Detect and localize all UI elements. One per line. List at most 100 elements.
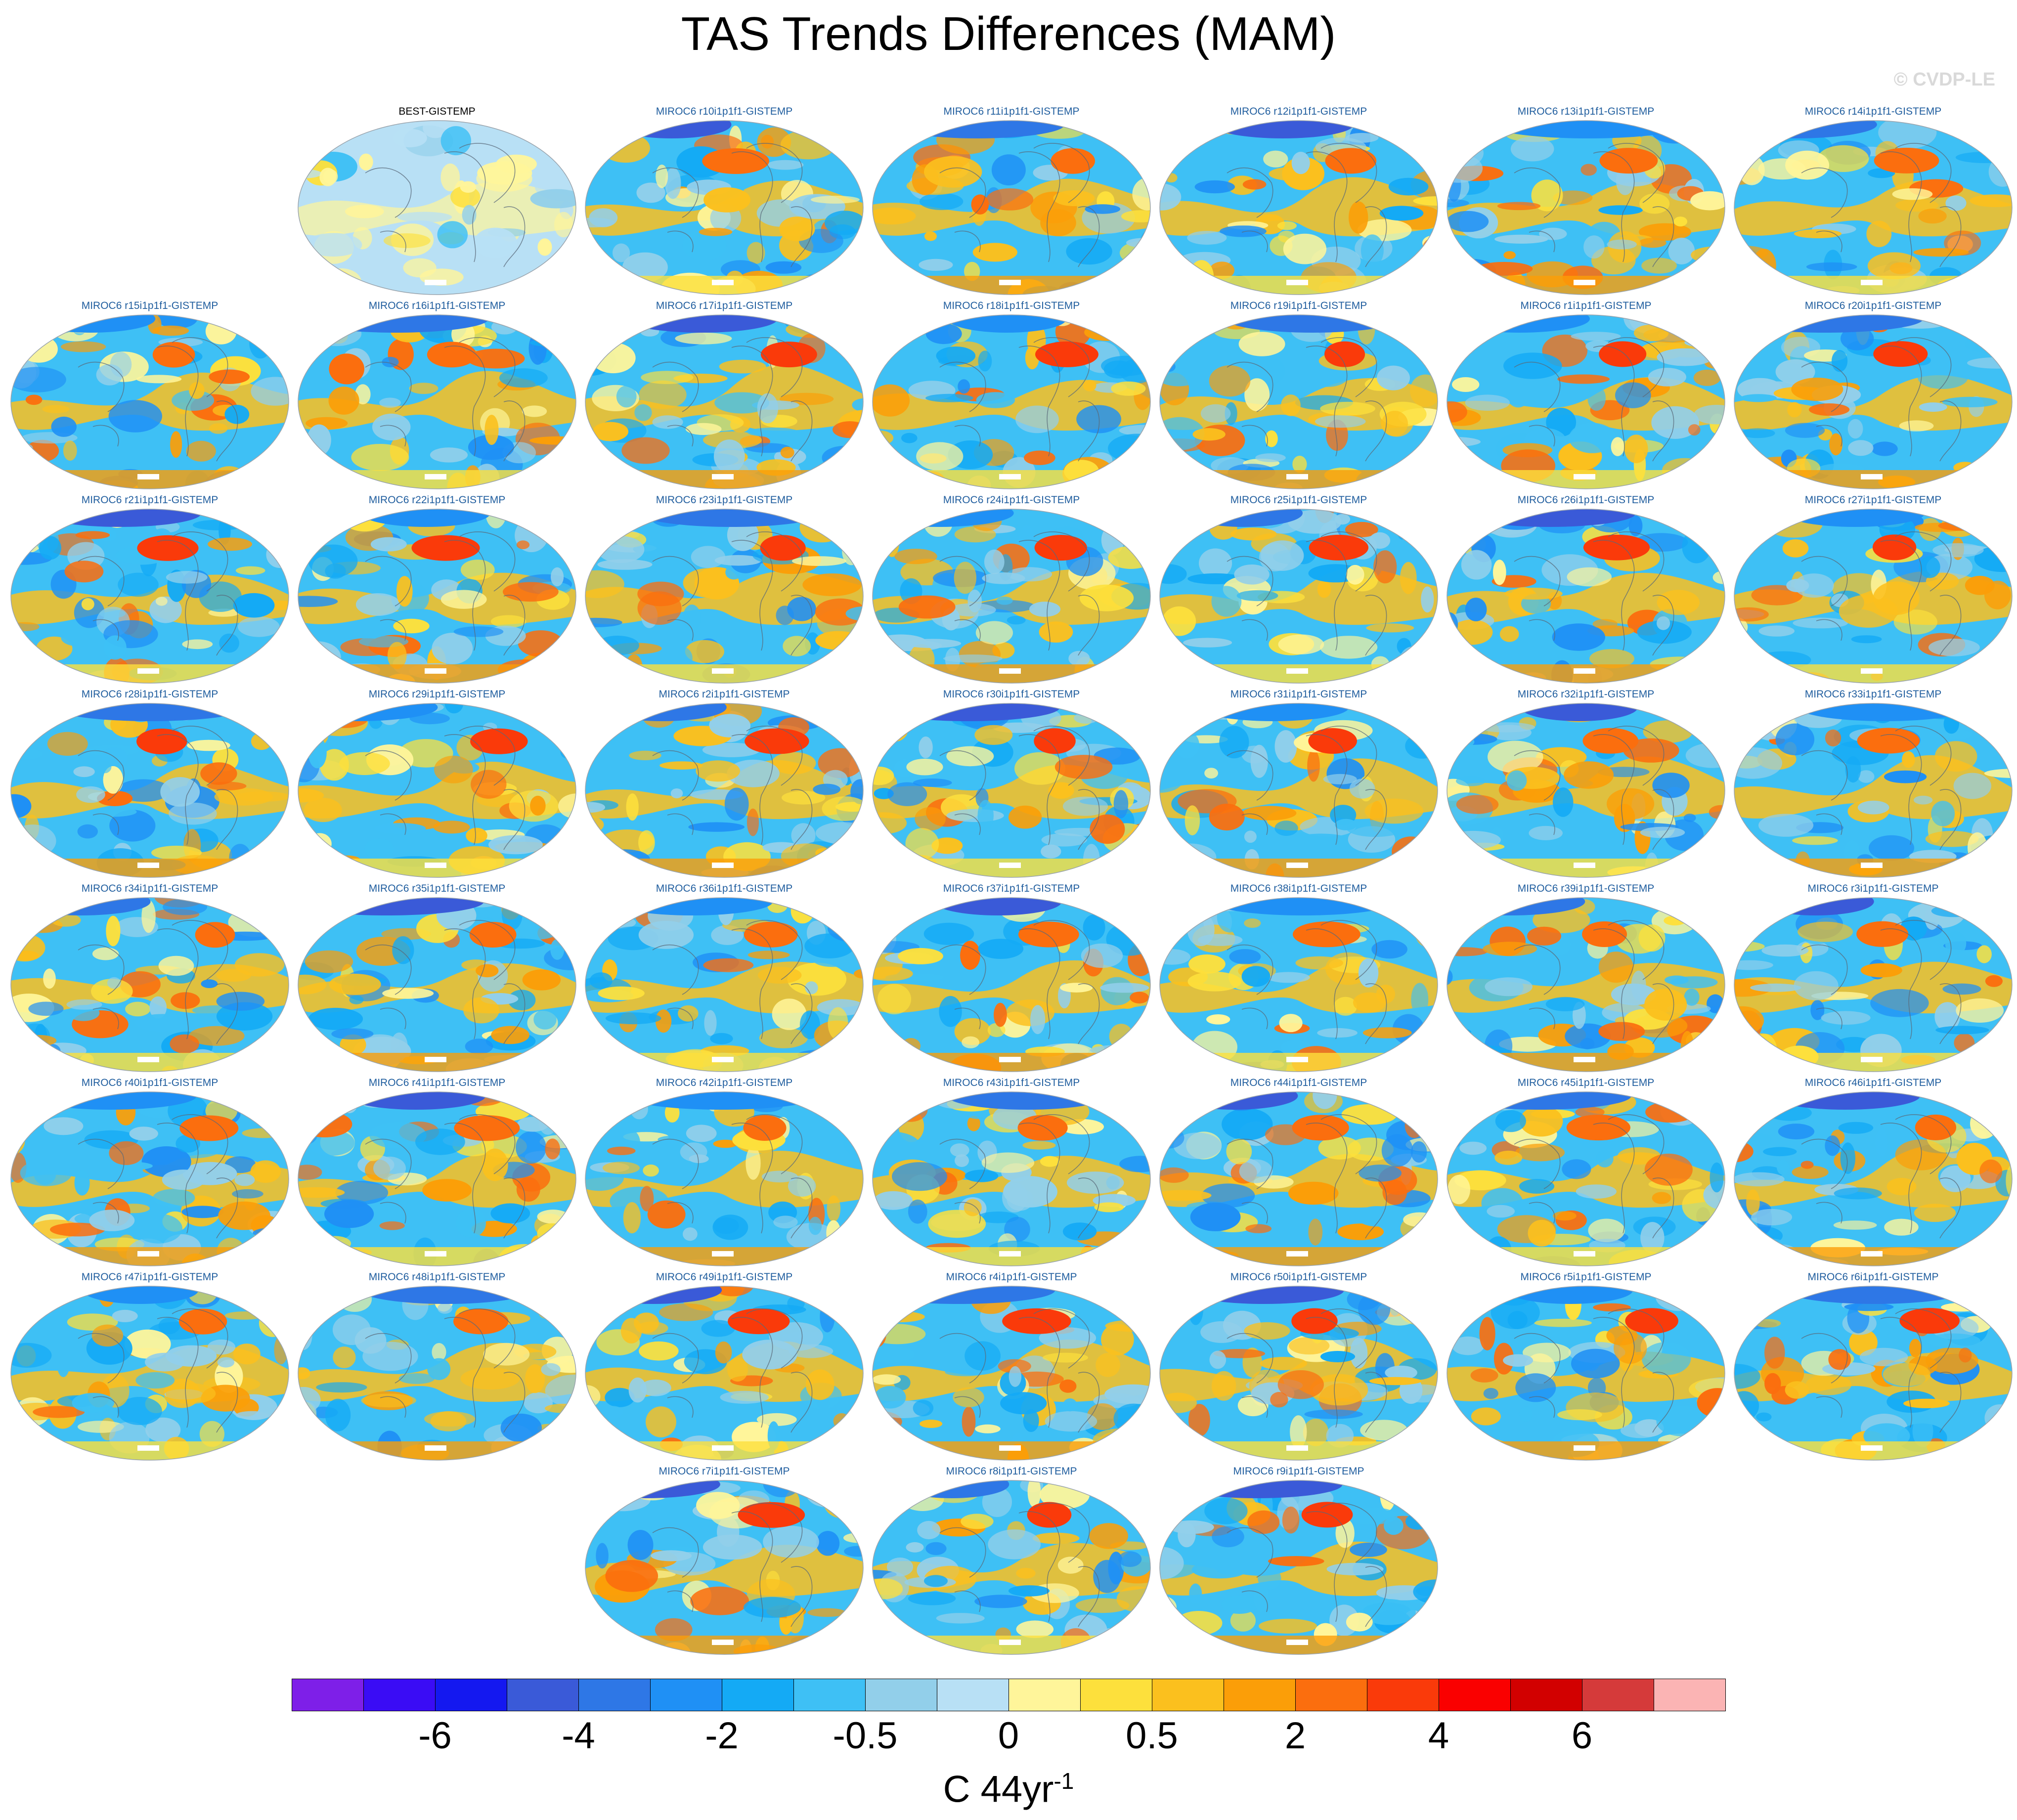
panel-title: MIROC6 r37i1p1f1-GISTEMP: [943, 883, 1080, 894]
panel-title: MIROC6 r40i1p1f1-GISTEMP: [81, 1077, 219, 1088]
world-map: [1447, 1286, 1725, 1461]
colorbar-segment: [1367, 1679, 1439, 1711]
panel-title: MIROC6 r22i1p1f1-GISTEMP: [368, 494, 506, 506]
world-map: [872, 1286, 1151, 1461]
panel-title: MIROC6 r25i1p1f1-GISTEMP: [1230, 494, 1367, 506]
colorbar-tick-label: 4: [1428, 1715, 1449, 1757]
panel-title: MIROC6 r10i1p1f1-GISTEMP: [656, 106, 793, 117]
ensemble-member-panel: MIROC6 r41i1p1f1-GISTEMP: [296, 1076, 578, 1271]
world-map: [872, 1091, 1151, 1266]
world-map: [585, 120, 864, 295]
ensemble-member-panel: MIROC6 r26i1p1f1-GISTEMP: [1445, 493, 1727, 688]
ensemble-member-panel: MIROC6 r20i1p1f1-GISTEMP: [1732, 299, 2014, 494]
world-map: [872, 897, 1151, 1072]
world-map: [10, 509, 289, 684]
colorbar-tick-label: 2: [1284, 1715, 1306, 1757]
panel-title: MIROC6 r27i1p1f1-GISTEMP: [1804, 494, 1942, 506]
panel-title: MIROC6 r33i1p1f1-GISTEMP: [1804, 689, 1942, 700]
ensemble-member-panel: MIROC6 r36i1p1f1-GISTEMP: [583, 882, 865, 1077]
colorbar-segment: [292, 1679, 364, 1711]
ensemble-member-panel: MIROC6 r27i1p1f1-GISTEMP: [1732, 493, 2014, 688]
ensemble-member-panel: MIROC6 r38i1p1f1-GISTEMP: [1158, 882, 1440, 1077]
ensemble-member-panel: MIROC6 r10i1p1f1-GISTEMP: [583, 105, 865, 300]
panel-title: MIROC6 r36i1p1f1-GISTEMP: [656, 883, 793, 894]
world-map: [872, 703, 1151, 878]
ensemble-member-panel: MIROC6 r50i1p1f1-GISTEMP: [1158, 1270, 1440, 1465]
ensemble-member-panel: MIROC6 r43i1p1f1-GISTEMP: [871, 1076, 1152, 1271]
panel-title: MIROC6 r29i1p1f1-GISTEMP: [368, 689, 506, 700]
colorbar-tick-label: -4: [562, 1715, 595, 1757]
world-map: [1734, 1286, 2013, 1461]
panel-title: MIROC6 r46i1p1f1-GISTEMP: [1804, 1077, 1942, 1088]
ensemble-member-panel: MIROC6 r8i1p1f1-GISTEMP: [871, 1465, 1152, 1659]
world-map: [1447, 897, 1725, 1072]
ensemble-member-panel: MIROC6 r17i1p1f1-GISTEMP: [583, 299, 865, 494]
panel-title: MIROC6 r35i1p1f1-GISTEMP: [368, 883, 506, 894]
panel-title: MIROC6 r3i1p1f1-GISTEMP: [1807, 883, 1939, 894]
ensemble-member-panel: MIROC6 r1i1p1f1-GISTEMP: [1445, 299, 1727, 494]
panel-title: MIROC6 r39i1p1f1-GISTEMP: [1517, 883, 1655, 894]
world-map: [1734, 703, 2013, 878]
panel-title: MIROC6 r14i1p1f1-GISTEMP: [1804, 106, 1942, 117]
ensemble-member-panel: MIROC6 r49i1p1f1-GISTEMP: [583, 1270, 865, 1465]
ensemble-member-panel: MIROC6 r2i1p1f1-GISTEMP: [583, 688, 865, 882]
colorbar-segment: [435, 1679, 507, 1711]
panel-title: MIROC6 r32i1p1f1-GISTEMP: [1517, 689, 1655, 700]
ensemble-member-panel: MIROC6 r35i1p1f1-GISTEMP: [296, 882, 578, 1077]
ensemble-member-panel: MIROC6 r9i1p1f1-GISTEMP: [1158, 1465, 1440, 1659]
panel-title: MIROC6 r50i1p1f1-GISTEMP: [1230, 1271, 1367, 1283]
world-map: [1734, 120, 2013, 295]
ensemble-member-panel: MIROC6 r33i1p1f1-GISTEMP: [1732, 688, 2014, 882]
world-map: [10, 703, 289, 878]
colorbar-tick-label: 0.5: [1126, 1715, 1178, 1757]
colorbar-segment: [793, 1679, 866, 1711]
ensemble-member-panel: MIROC6 r30i1p1f1-GISTEMP: [871, 688, 1152, 882]
world-map: [585, 1091, 864, 1266]
colorbar-segment: [650, 1679, 722, 1711]
colorbar-segment: [578, 1679, 651, 1711]
world-map: [585, 703, 864, 878]
world-map: [872, 1480, 1151, 1655]
panel-title: MIROC6 r34i1p1f1-GISTEMP: [81, 883, 219, 894]
panel-title: MIROC6 r4i1p1f1-GISTEMP: [946, 1271, 1077, 1283]
ensemble-member-panel: MIROC6 r21i1p1f1-GISTEMP: [9, 493, 291, 688]
ensemble-member-panel: MIROC6 r4i1p1f1-GISTEMP: [871, 1270, 1152, 1465]
panel-title: MIROC6 r17i1p1f1-GISTEMP: [656, 300, 793, 311]
ensemble-member-panel: MIROC6 r18i1p1f1-GISTEMP: [871, 299, 1152, 494]
panel-title: MIROC6 r48i1p1f1-GISTEMP: [368, 1271, 506, 1283]
ensemble-member-panel: MIROC6 r39i1p1f1-GISTEMP: [1445, 882, 1727, 1077]
colorbar-tick-label: 6: [1571, 1715, 1593, 1757]
ensemble-member-panel: MIROC6 r48i1p1f1-GISTEMP: [296, 1270, 578, 1465]
world-map: [872, 509, 1151, 684]
panel-title: MIROC6 r19i1p1f1-GISTEMP: [1230, 300, 1367, 311]
units-exponent: -1: [1053, 1768, 1074, 1794]
panel-title: BEST-GISTEMP: [398, 106, 476, 117]
panel-title: MIROC6 r13i1p1f1-GISTEMP: [1517, 106, 1655, 117]
colorbar-segment: [363, 1679, 436, 1711]
world-map: [10, 897, 289, 1072]
watermark: © CVDP-LE: [1893, 69, 1995, 90]
ensemble-member-panel: MIROC6 r32i1p1f1-GISTEMP: [1445, 688, 1727, 882]
colorbar-segment: [507, 1679, 579, 1711]
colorbar-segment: [1510, 1679, 1582, 1711]
panel-title: MIROC6 r23i1p1f1-GISTEMP: [656, 494, 793, 506]
ensemble-member-panel: MIROC6 r6i1p1f1-GISTEMP: [1732, 1270, 2014, 1465]
ensemble-member-panel: MIROC6 r16i1p1f1-GISTEMP: [296, 299, 578, 494]
world-map: [298, 509, 576, 684]
world-map: [585, 509, 864, 684]
world-map: [585, 897, 864, 1072]
panel-title: MIROC6 r18i1p1f1-GISTEMP: [943, 300, 1080, 311]
panel-title: MIROC6 r41i1p1f1-GISTEMP: [368, 1077, 506, 1088]
panel-title: MIROC6 r15i1p1f1-GISTEMP: [81, 300, 219, 311]
world-map: [872, 314, 1151, 489]
colorbar: [292, 1679, 1726, 1712]
panel-title: MIROC6 r43i1p1f1-GISTEMP: [943, 1077, 1080, 1088]
colorbar-segment: [1152, 1679, 1224, 1711]
panel-title: MIROC6 r45i1p1f1-GISTEMP: [1517, 1077, 1655, 1088]
colorbar-units: C 44yr-1: [0, 1769, 2017, 1810]
panel-title: MIROC6 r26i1p1f1-GISTEMP: [1517, 494, 1655, 506]
panel-title: MIROC6 r5i1p1f1-GISTEMP: [1520, 1271, 1652, 1283]
units-label: C 44yr: [943, 1768, 1054, 1811]
world-map: [298, 897, 576, 1072]
world-map: [1734, 897, 2013, 1072]
